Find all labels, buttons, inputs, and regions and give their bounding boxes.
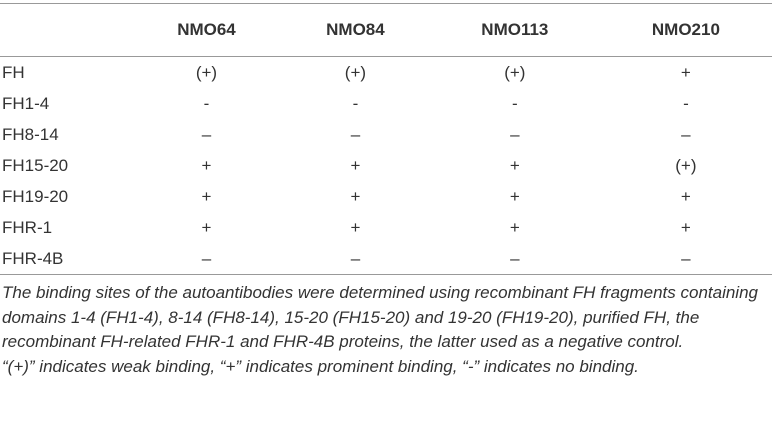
- cell: +: [201, 155, 212, 175]
- cell: (+): [675, 155, 697, 175]
- cell: +: [350, 186, 361, 206]
- row-label: FHR-1: [2, 217, 53, 237]
- cell: –: [510, 124, 520, 144]
- cell: +: [350, 155, 361, 175]
- row-label: FH: [2, 62, 25, 82]
- cell: +: [201, 186, 212, 206]
- cell: +: [350, 217, 361, 237]
- cell: +: [680, 62, 691, 82]
- cell: –: [599, 243, 772, 275]
- cell: –: [132, 243, 281, 275]
- footnote: “(+)” indicates weak binding, “+” indica…: [2, 356, 639, 376]
- cell: (+): [344, 62, 367, 82]
- cell: -: [683, 93, 689, 113]
- row-label: FHR-4B: [0, 243, 132, 275]
- cell: –: [280, 243, 430, 275]
- page: NMO64 NMO84 NMO113 NMO210 FH (+) (+) (+) + FH1-4…: [0, 3, 772, 440]
- cell: –: [201, 124, 212, 144]
- row: FH19-20 + + + +: [0, 181, 772, 212]
- cell: –: [429, 243, 600, 275]
- cell: (+): [504, 62, 526, 82]
- header-cell: NMO84: [280, 3, 430, 57]
- row: FH (+) (+) (+) +: [0, 57, 772, 89]
- row: FHR-1 + + + +: [0, 212, 772, 243]
- cell: +: [680, 217, 691, 237]
- header-cell: [0, 3, 132, 57]
- cell: +: [509, 186, 520, 206]
- footnote: The binding sites of the autoantibodies …: [2, 283, 758, 351]
- cell: -: [512, 93, 518, 113]
- cell: +: [201, 217, 212, 237]
- row: FH15-20 + + + (+): [0, 150, 772, 181]
- cell: -: [203, 93, 210, 113]
- row-label: FH19-20: [2, 186, 69, 206]
- row: FHR-4B – – – –: [0, 243, 772, 275]
- cell: (+): [195, 62, 218, 82]
- row-label: FH15-20: [2, 155, 69, 175]
- table-body: FH (+) (+) (+) + FH1-4- - - - FH8-14– – – – FH15-20 + +…: [0, 57, 772, 275]
- cell: –: [350, 124, 361, 144]
- cell: -: [352, 93, 359, 113]
- cell: +: [509, 217, 520, 237]
- row: FH1-4 - - - -: [0, 88, 772, 119]
- header-cell: NMO64: [132, 3, 281, 57]
- footnotes: The binding sites of the autoantibodies …: [0, 275, 772, 379]
- cell: +: [509, 155, 520, 175]
- table: NMO64 NMO84 NMO113 NMO210 FH (+) (+) (+) + FH1-4…: [0, 3, 772, 275]
- row: FH8-14 – – – –: [0, 119, 772, 150]
- header-row: NMO64 NMO84 NMO113 NMO210: [0, 3, 772, 57]
- row-label: FH8-14: [2, 124, 59, 144]
- header-cell: NMO113: [429, 3, 600, 57]
- row-label: FH1-4: [2, 93, 50, 113]
- cell: +: [680, 186, 691, 206]
- header-cell: NMO210: [599, 3, 772, 57]
- cell: –: [681, 124, 691, 144]
